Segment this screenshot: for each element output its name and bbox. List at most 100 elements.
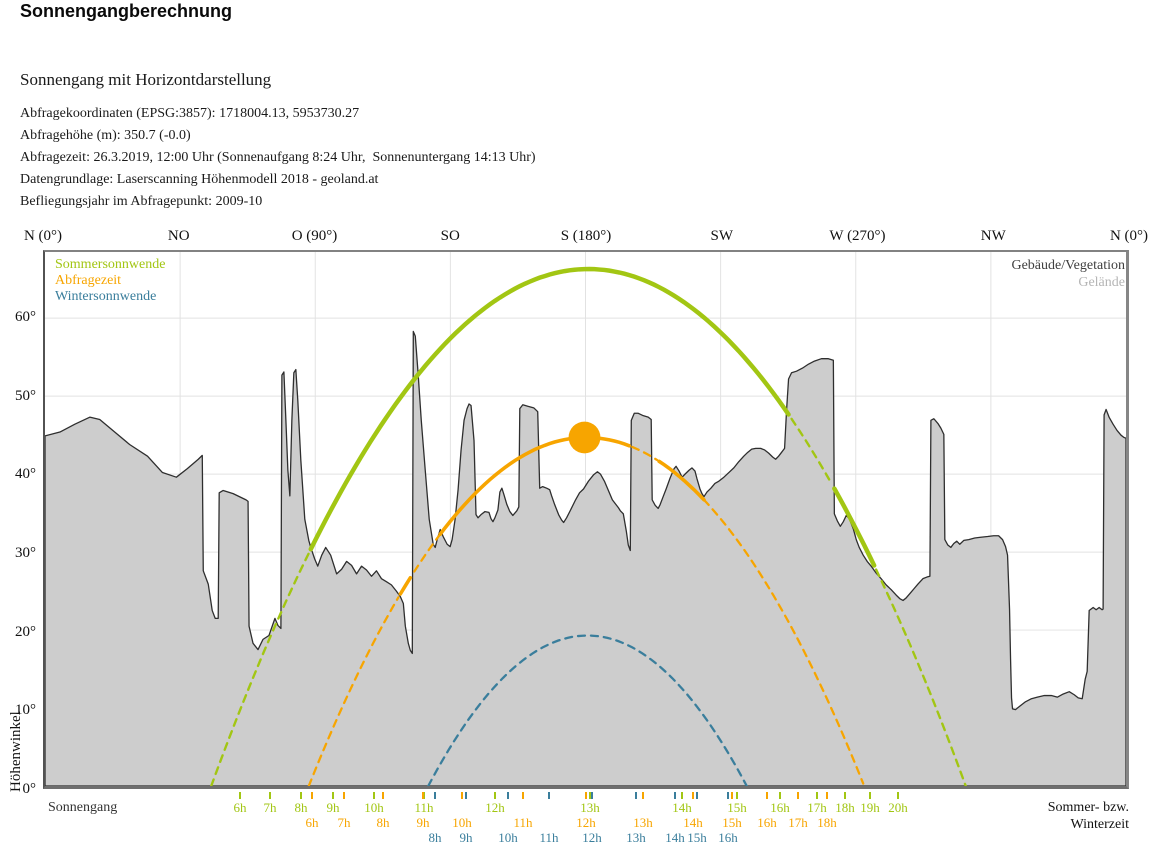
hour-tick-abfragezeit-6h <box>311 792 313 799</box>
hour-label-abfragezeit-12h: 12h <box>576 815 596 830</box>
elevation-tick-0: 0° <box>22 781 37 797</box>
hour-label-sommersonnwende-14h: 14h <box>672 800 692 815</box>
hour-tick-abfragezeit-16h <box>766 792 768 799</box>
legend-curve-0: Sommersonnwende <box>55 257 166 272</box>
hour-label-sommersonnwende-17h: 17h <box>807 800 827 815</box>
hour-label-abfragezeit-11h: 11h <box>513 815 533 830</box>
chart-plot-area <box>43 250 1129 789</box>
compass-label-8: N (0°) <box>1109 228 1149 244</box>
hour-tick-wintersonnwende-15h <box>696 792 698 799</box>
time-standard-line2: Winterzeit <box>1070 817 1129 832</box>
sun-path-abfragezeit-seg2 <box>413 534 441 573</box>
hour-tick-wintersonnwende-8h <box>434 792 436 799</box>
hour-label-wintersonnwende-13h: 13h <box>626 830 646 844</box>
hour-tick-wintersonnwende-14h <box>674 792 676 799</box>
hour-label-abfragezeit-16h: 16h <box>757 815 777 830</box>
meta-line-3: Abfragezeit: 26.3.2019, 12:00 Uhr (Sonne… <box>20 150 536 165</box>
hour-tick-abfragezeit-7h <box>343 792 345 799</box>
sun-path-sommersonnwende-seg4 <box>874 568 967 786</box>
hour-tick-sommersonnwende-15h <box>736 792 738 799</box>
hour-tick-sommersonnwende-14h <box>681 792 683 799</box>
hour-label-wintersonnwende-8h: 8h <box>428 830 442 844</box>
hour-tick-abfragezeit-15h <box>731 792 733 799</box>
sun-path-chart <box>45 252 1126 786</box>
compass-label-6: W (270°) <box>829 228 886 244</box>
hour-tick-sommersonnwende-13h <box>589 792 591 799</box>
hour-label-sommersonnwende-11h: 11h <box>414 800 434 815</box>
hour-label-wintersonnwende-14h: 14h <box>665 830 685 844</box>
sun-path-abfragezeit-seg1 <box>398 575 413 596</box>
hour-label-wintersonnwende-15h: 15h <box>687 830 707 844</box>
meta-line-2: Abfragehöhe (m): 350.7 (-0.0) <box>20 128 191 143</box>
page-title: Sonnengangberechnung <box>20 1 233 21</box>
compass-label-0: N (0°) <box>23 228 63 244</box>
hour-tick-wintersonnwende-9h <box>465 792 467 799</box>
hour-label-abfragezeit-17h: 17h <box>788 815 808 830</box>
sun-path-sommersonnwende-seg3 <box>832 486 877 568</box>
chart-title: Sonnengang mit Horizontdarstellung <box>20 70 272 89</box>
hour-label-abfragezeit-13h: 13h <box>633 815 653 830</box>
sun-path-sommersonnwende-seg2 <box>790 417 833 485</box>
hour-label-abfragezeit-8h: 8h <box>376 815 390 830</box>
legend-surface-0: Gebäude/Vegetation <box>1011 258 1125 273</box>
hour-label-abfragezeit-6h: 6h <box>305 815 319 830</box>
elevation-tick-20: 20° <box>15 623 36 640</box>
meta-line-5: Befliegungsjahr im Abfragepunkt: 2009-10 <box>20 194 263 209</box>
elevation-axis-title: Höhenwinkel <box>8 711 24 792</box>
hour-tick-sommersonnwende-9h <box>332 792 334 799</box>
compass-label-4: S (180°) <box>560 228 612 244</box>
hour-tick-wintersonnwende-10h <box>507 792 509 799</box>
hour-label-sommersonnwende-7h: 7h <box>263 800 277 815</box>
elevation-tick-10: 10° <box>15 702 36 719</box>
surface-legend: Gebäude/Vegetation Gelände <box>1011 257 1125 291</box>
hour-label-abfragezeit-7h: 7h <box>337 815 351 830</box>
time-standard-note: Sommer- bzw. Winterzeit <box>1048 799 1129 833</box>
hour-tick-wintersonnwende-16h <box>727 792 729 799</box>
hour-tick-sommersonnwende-18h <box>844 792 846 799</box>
hour-label-sommersonnwende-8h: 8h <box>294 800 308 815</box>
hour-tick-sommersonnwende-8h <box>300 792 302 799</box>
sun-path-sommersonnwende-seg1 <box>308 266 791 552</box>
hour-label-wintersonnwende-9h: 9h <box>459 830 473 844</box>
hour-tick-sommersonnwende-6h <box>239 792 241 799</box>
hour-axis-title: Sonnengang <box>48 800 118 815</box>
time-standard-line1: Sommer- bzw. <box>1047 800 1129 815</box>
legend-curve-2: Wintersonnwende <box>55 289 157 304</box>
hour-label-sommersonnwende-18h: 18h <box>835 800 855 815</box>
hour-tick-abfragezeit-11h <box>522 792 524 799</box>
elevation-tick-60: 60° <box>15 308 36 325</box>
compass-label-5: SW <box>710 228 734 244</box>
hour-tick-abfragezeit-12h <box>585 792 587 799</box>
compass-label-7: NW <box>980 228 1006 244</box>
hour-label-sommersonnwende-20h: 20h <box>888 800 908 815</box>
hour-tick-sommersonnwende-20h <box>897 792 899 799</box>
hour-tick-sommersonnwende-11h <box>423 792 425 799</box>
hour-label-abfragezeit-9h: 9h <box>416 815 430 830</box>
hour-label-abfragezeit-15h: 15h <box>722 815 742 830</box>
elevation-tick-40: 40° <box>15 466 36 483</box>
hour-tick-abfragezeit-9h <box>422 792 424 799</box>
hour-tick-abfragezeit-10h <box>461 792 463 799</box>
query-metadata: Abfragekoordinaten (EPSG:3857): 1718004.… <box>20 103 536 213</box>
curve-legend: Sommersonnwende Abfragezeit Wintersonnwend… <box>55 257 165 305</box>
compass-label-2: O (90°) <box>291 228 338 244</box>
hour-label-abfragezeit-18h: 18h <box>817 815 837 830</box>
hour-tick-sommersonnwende-10h <box>373 792 375 799</box>
hour-tick-sommersonnwende-17h <box>816 792 818 799</box>
sun-path-abfragezeit-seg6 <box>702 498 865 785</box>
compass-label-1: NO <box>167 228 190 244</box>
hour-label-sommersonnwende-9h: 9h <box>326 800 340 815</box>
hour-label-sommersonnwende-13h: 13h <box>580 800 600 815</box>
hour-tick-sommersonnwende-7h <box>269 792 271 799</box>
hour-tick-abfragezeit-18h <box>826 792 828 799</box>
hour-tick-abfragezeit-13h <box>642 792 644 799</box>
terrain-gebaeude-vegetation <box>45 330 1126 786</box>
hour-label-wintersonnwende-12h: 12h <box>582 830 602 844</box>
sun-path-sommersonnwende-seg0 <box>210 548 312 786</box>
hour-tick-sommersonnwende-19h <box>869 792 871 799</box>
hour-label-sommersonnwende-10h: 10h <box>364 800 384 815</box>
elevation-tick-50: 50° <box>15 387 36 404</box>
elevation-tick-30: 30° <box>15 544 36 561</box>
hour-tick-sommersonnwende-16h <box>779 792 781 799</box>
